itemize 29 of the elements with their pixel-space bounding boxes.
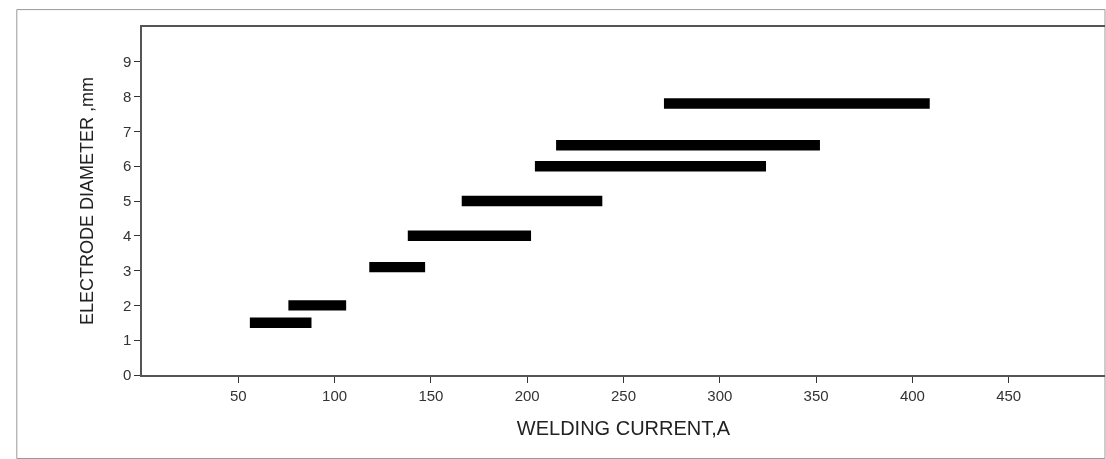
bar (534, 160, 767, 172)
x-tick-label: 200 (514, 386, 540, 404)
bar (663, 98, 930, 109)
x-tick-label: 300 (707, 386, 733, 404)
x-tick-label: 250 (610, 386, 637, 404)
x-tick-label: 400 (899, 386, 925, 404)
y-tick-label: 1 (122, 331, 132, 349)
y-tick-label: 8 (122, 87, 132, 105)
x-tick-label: 50 (229, 386, 247, 404)
y-tick-label: 7 (122, 122, 132, 140)
x-tick-label: 450 (996, 386, 1022, 404)
y-tick-label: 2 (122, 296, 132, 314)
x-tick-label: 350 (803, 386, 829, 404)
y-tick-label: 0 (122, 366, 132, 384)
x-tick-label: 100 (322, 386, 348, 404)
y-tick-label: 4 (122, 227, 132, 245)
bar (249, 317, 312, 329)
y-tick-label: 6 (122, 157, 132, 175)
bar (369, 261, 426, 273)
y-tick-label: 3 (122, 261, 132, 279)
y-tick-label: 5 (122, 192, 132, 210)
y-tick-label: 9 (122, 53, 132, 71)
bar (556, 140, 820, 151)
x-tick-label: 150 (418, 386, 444, 404)
bar (407, 230, 532, 242)
x-axis-title: WELDING CURRENT,A (516, 416, 731, 439)
bar (288, 300, 347, 311)
bar (461, 195, 603, 207)
y-axis-title: ELECTRODE DIAMETER ,mm (76, 76, 97, 326)
